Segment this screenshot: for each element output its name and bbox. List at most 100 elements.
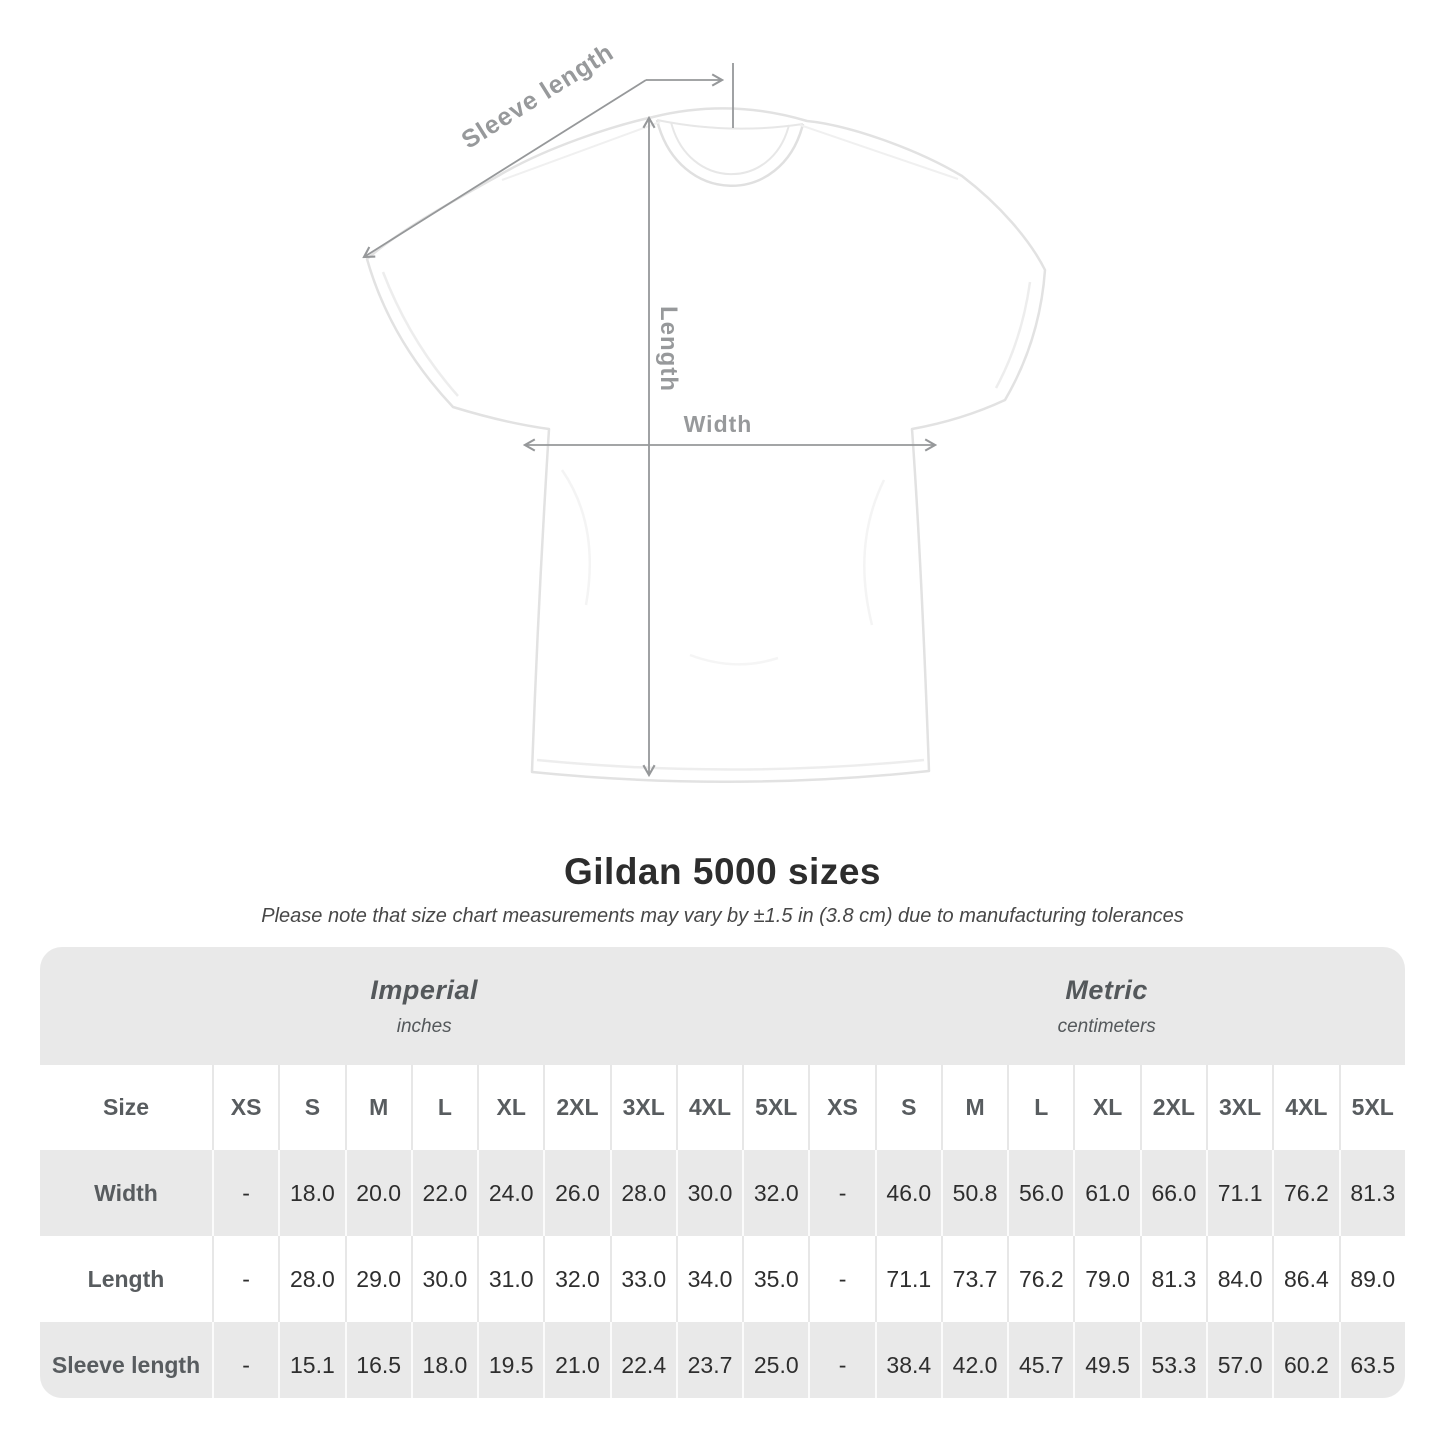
value-cell: 53.3 (1139, 1322, 1206, 1398)
size-col-header: 3XL (1205, 1065, 1273, 1150)
value-cell: 20.0 (344, 1150, 411, 1236)
value-cell: 71.1 (1205, 1150, 1273, 1236)
value-cell: 28.0 (609, 1150, 676, 1236)
value-cell: - (808, 1150, 875, 1236)
imperial-unit: inches (396, 1015, 452, 1037)
value-cell: 76.2 (1007, 1236, 1074, 1322)
size-col-header: 2XL (543, 1065, 610, 1150)
metric-label: Metric (1065, 974, 1148, 1005)
collar-inner-line (670, 121, 790, 176)
imperial-label: Imperial (370, 974, 478, 1005)
value-cell: 28.0 (278, 1236, 345, 1322)
value-cell: 33.0 (609, 1236, 676, 1322)
value-cell: 42.0 (940, 1322, 1008, 1398)
imperial-group-header: Imperial inches (40, 947, 809, 1065)
value-cell: 29.0 (344, 1236, 411, 1322)
value-cell: 81.3 (1338, 1150, 1405, 1236)
value-cell: 38.4 (874, 1322, 941, 1398)
right-sleeve-hem-stitch (994, 281, 1032, 389)
value-cell: 31.0 (477, 1236, 544, 1322)
value-cell: 24.0 (477, 1150, 544, 1236)
value-cell: - (808, 1236, 875, 1322)
value-cell: 46.0 (874, 1150, 941, 1236)
value-cell: - (212, 1150, 279, 1236)
value-cell: 57.0 (1205, 1322, 1273, 1398)
size-col-header: S (278, 1065, 345, 1150)
metric-unit: centimeters (1057, 1015, 1156, 1037)
value-cell: 61.0 (1073, 1150, 1140, 1236)
row-label-length: Length (40, 1236, 212, 1322)
value-cell: - (212, 1236, 279, 1322)
size-col-header: XS (212, 1065, 279, 1150)
size-col-header: 4XL (1272, 1065, 1339, 1150)
collar-back-line (656, 119, 804, 130)
value-cell: 30.0 (410, 1236, 478, 1322)
value-cell: 86.4 (1272, 1236, 1339, 1322)
value-cell: 35.0 (742, 1236, 809, 1322)
right-shoulder-seam (799, 124, 959, 180)
value-cell: 22.4 (609, 1322, 676, 1398)
value-cell: 32.0 (742, 1150, 809, 1236)
value-cell: - (212, 1322, 279, 1398)
value-cell: 30.0 (675, 1150, 743, 1236)
size-col-header: XL (1073, 1065, 1140, 1150)
collar-outline (655, 119, 805, 187)
page-title: Gildan 5000 sizes (563, 851, 881, 892)
size-col-header: 5XL (742, 1065, 809, 1150)
value-cell: 23.7 (675, 1322, 743, 1398)
value-cell: 81.3 (1139, 1236, 1206, 1322)
width-label: Width (684, 411, 753, 437)
size-header-row: Size XS S M L XL 2XL 3XL 4XL 5XL XS S M L XL 2XL 3XL 4XL… (40, 1065, 1405, 1150)
value-cell: 79.0 (1073, 1236, 1140, 1322)
page-subtitle: Please note that size chart measurements… (261, 905, 1184, 927)
wrinkle (560, 469, 591, 606)
sleeve-length-row: Sleeve length -15.1 16.5 18.0 19.5 21.0 22.4 2… (40, 1322, 1405, 1398)
value-cell: 50.8 (940, 1150, 1008, 1236)
value-cell: 76.2 (1272, 1150, 1339, 1236)
value-cell: - (808, 1322, 875, 1398)
value-cell: 73.7 (940, 1236, 1008, 1322)
heading-block: Gildan 5000 sizes Please note that size … (0, 851, 1445, 928)
unit-group-row: Imperial inches Metric centimeters (40, 947, 1405, 1065)
size-col-header: M (344, 1065, 411, 1150)
left-sleeve-hem-stitch (381, 271, 459, 397)
width-row: Width -18.0 20.0 22.0 24.0 26.0 28.0 30.0 32.0-… (40, 1150, 1405, 1236)
value-cell: 45.7 (1007, 1322, 1074, 1398)
size-col-header: S (874, 1065, 941, 1150)
size-col-header: 4XL (675, 1065, 743, 1150)
value-cell: 22.0 (410, 1150, 478, 1236)
value-cell: 18.0 (410, 1322, 478, 1398)
length-label: Length (655, 306, 682, 392)
size-chart-table: Imperial inches Metric centimeters Size … (40, 947, 1405, 1398)
value-cell: 89.0 (1338, 1236, 1405, 1322)
size-col-header: M (940, 1065, 1008, 1150)
value-cell: 26.0 (543, 1150, 610, 1236)
left-shoulder-seam (501, 121, 661, 181)
wrinkle (863, 479, 886, 626)
value-cell: 25.0 (742, 1322, 809, 1398)
size-col-header: XS (808, 1065, 875, 1150)
length-row: Length -28.0 29.0 30.0 31.0 32.0 33.0 34.0 35.0… (40, 1236, 1405, 1322)
size-col-header: L (410, 1065, 478, 1150)
value-cell: 21.0 (543, 1322, 610, 1398)
tshirt-measurement-diagram: Sleeve length Length Width (0, 38, 1047, 783)
value-cell: 49.5 (1073, 1322, 1140, 1398)
metric-group-header: Metric centimeters (808, 947, 1405, 1065)
sleeve-length-arrow (364, 79, 647, 257)
value-cell: 15.1 (278, 1322, 345, 1398)
value-cell: 71.1 (874, 1236, 941, 1322)
size-corner-header: Size (40, 1065, 212, 1150)
size-col-header: L (1007, 1065, 1074, 1150)
value-cell: 56.0 (1007, 1150, 1074, 1236)
bottom-hem-stitch (536, 758, 925, 771)
size-col-header: 5XL (1338, 1065, 1405, 1150)
size-col-header: XL (477, 1065, 544, 1150)
value-cell: 32.0 (543, 1236, 610, 1322)
value-cell: 19.5 (477, 1322, 544, 1398)
value-cell: 66.0 (1139, 1150, 1206, 1236)
value-cell: 18.0 (278, 1150, 345, 1236)
value-cell: 84.0 (1205, 1236, 1273, 1322)
value-cell: 60.2 (1272, 1322, 1339, 1398)
size-chart-table-container: Imperial inches Metric centimeters Size … (40, 947, 1405, 1398)
